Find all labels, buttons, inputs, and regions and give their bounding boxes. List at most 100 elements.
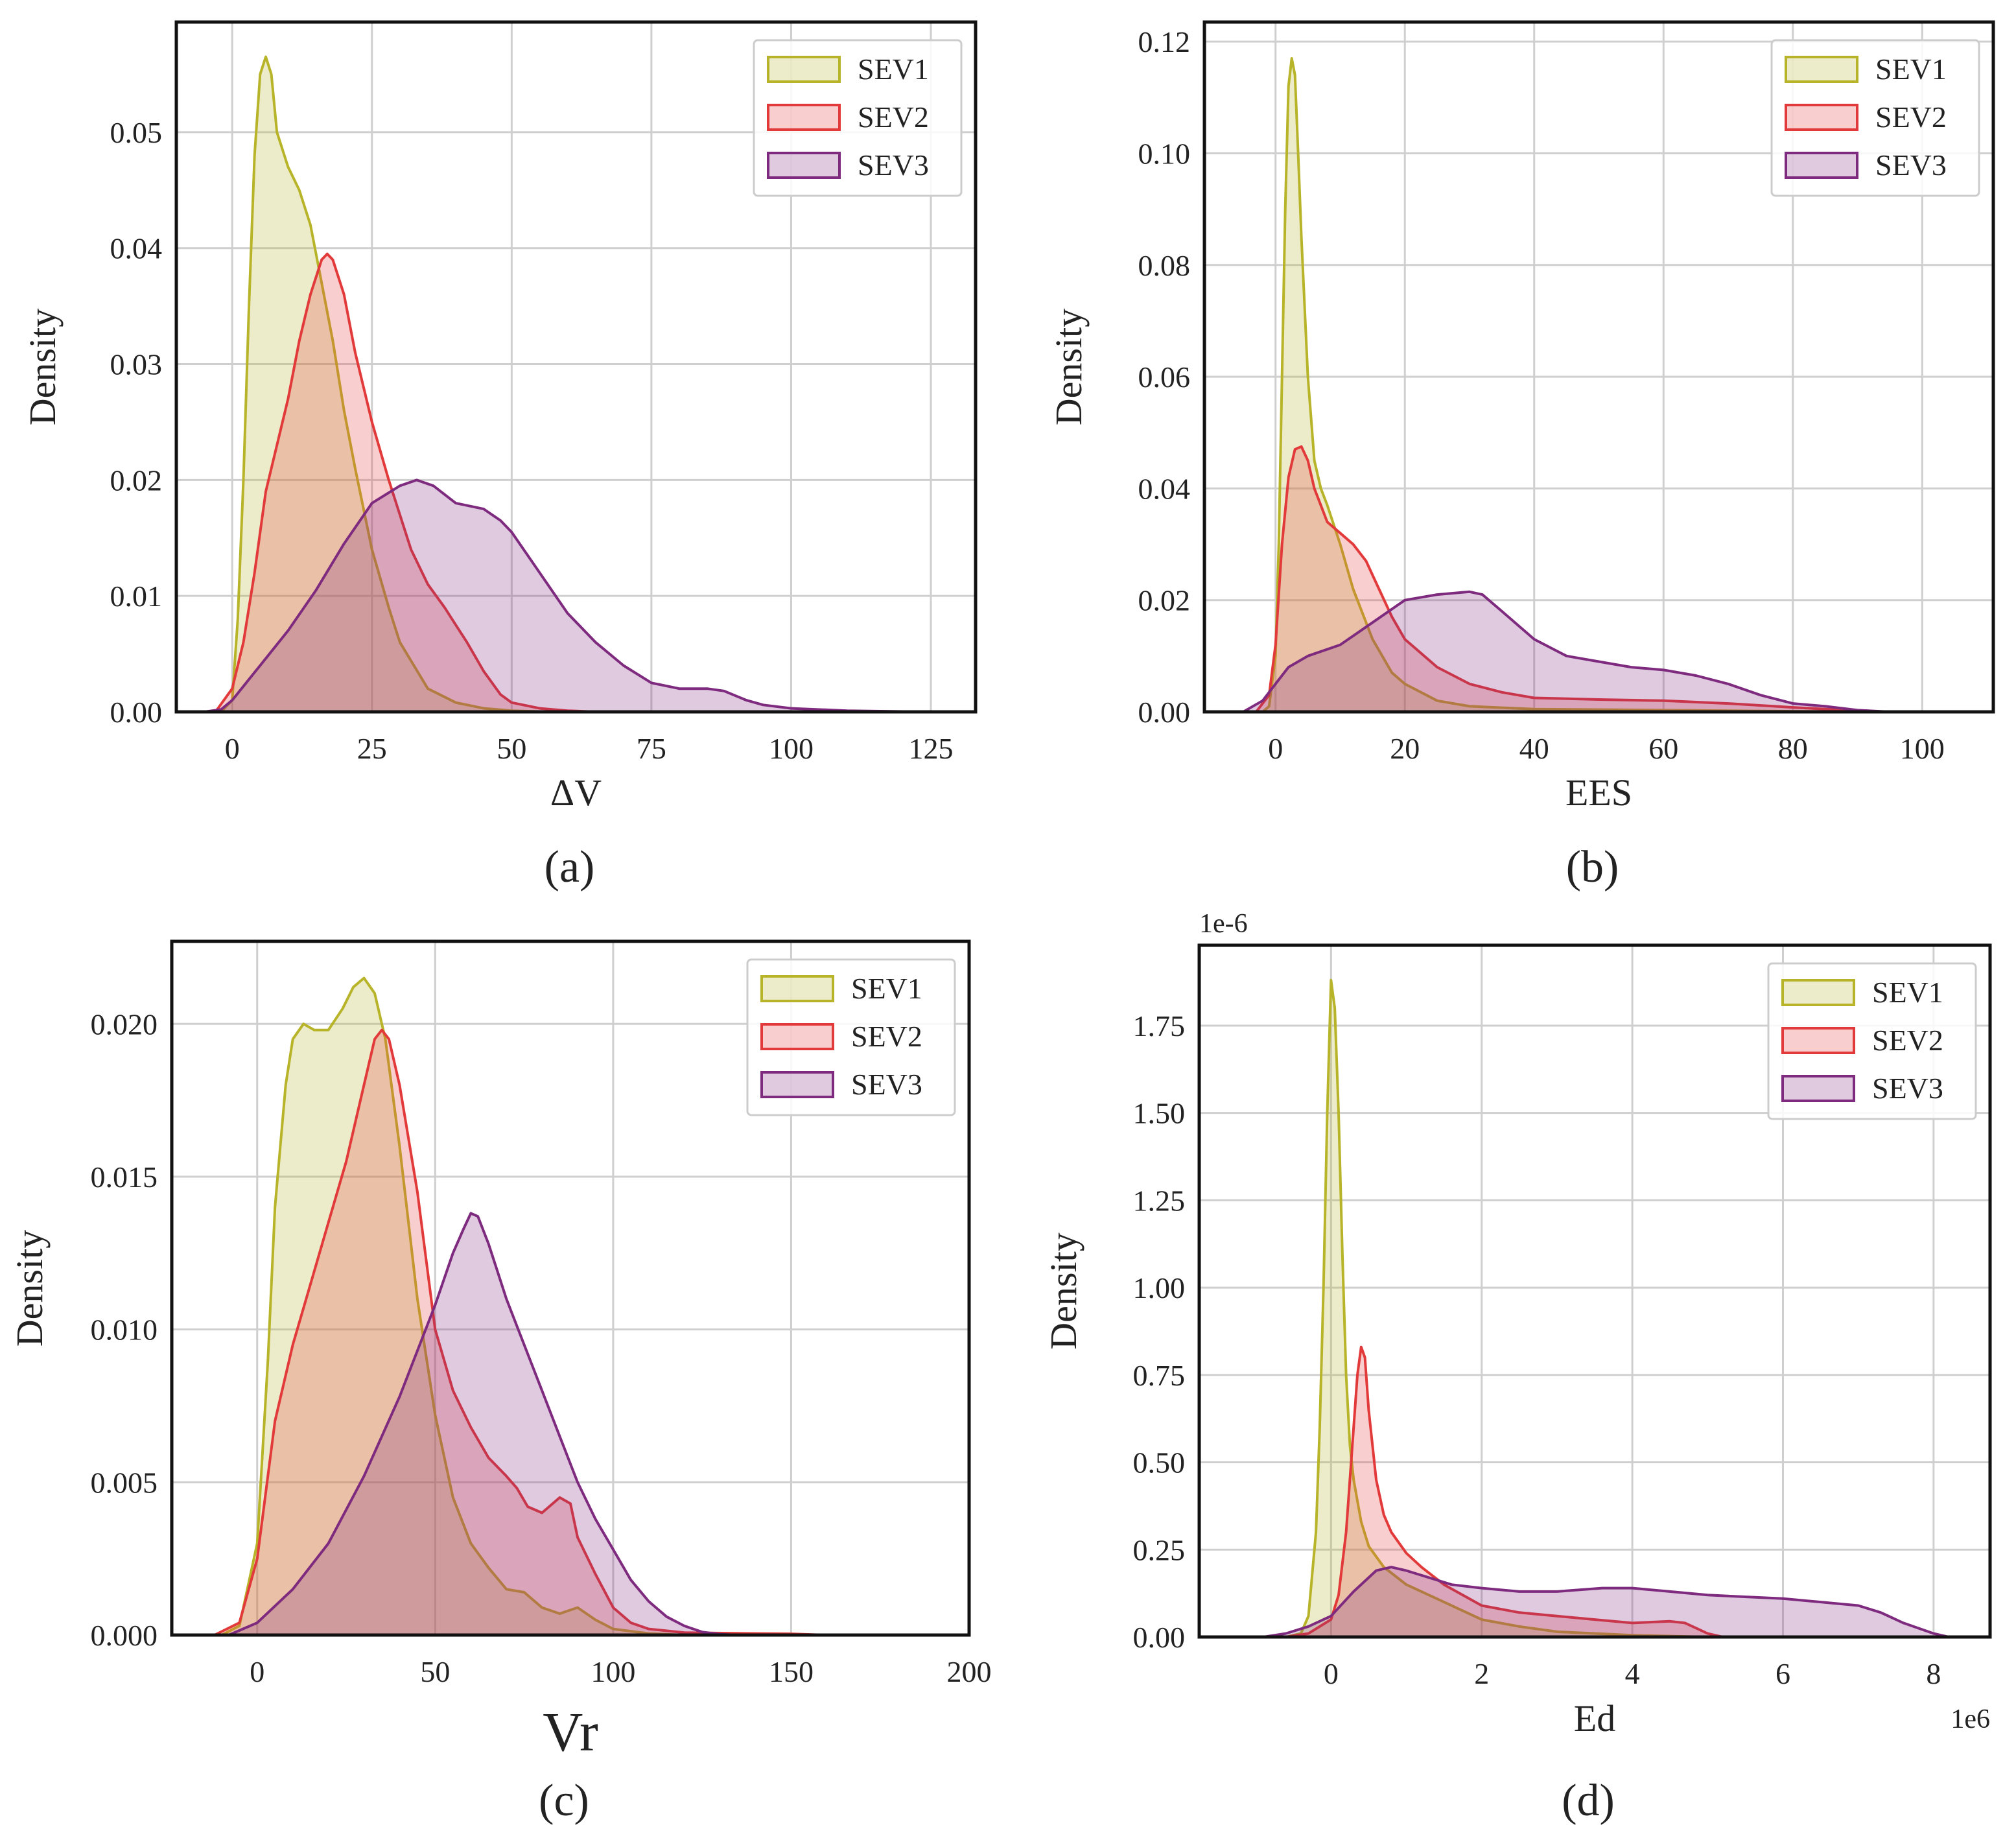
x-tick-label: 0	[250, 1655, 264, 1688]
y-offset-label: 1e-6	[1199, 909, 1248, 939]
legend-swatch-sev1	[1785, 56, 1858, 83]
x-tick-label: 200	[947, 1655, 992, 1688]
density-line-sev2	[214, 1028, 827, 1636]
density-area-sev3	[228, 1213, 738, 1635]
legend-label-sev1: SEV1	[1872, 976, 1943, 1009]
y-tick-label: 0.00	[1138, 696, 1191, 729]
y-tick-label: 0.08	[1138, 249, 1191, 282]
x-tick-label: 0	[225, 732, 240, 765]
y-tick-label: 1.25	[1133, 1184, 1186, 1217]
density-area-sev1	[1262, 58, 1923, 712]
y-tick-label: 0.04	[1138, 472, 1191, 505]
density-area-sev3	[1243, 591, 1890, 712]
chart-panel-a: 0 25 50 75 100 125 0.00 0.01 0.02 0.03 0.04 0.05 ΔV D…	[21, 20, 978, 892]
density-area-sev2	[1256, 446, 1890, 712]
y-tick-label: 0.000	[91, 1619, 158, 1652]
legend-box	[1767, 962, 1977, 1120]
x-tick-label: 60	[1648, 732, 1678, 765]
x-tick-label: 80	[1778, 732, 1808, 765]
y-tick-label: 0.02	[110, 464, 163, 497]
panel-label: (d)	[1562, 1776, 1615, 1825]
y-tick-label: 0.005	[91, 1466, 158, 1499]
legend-box	[746, 958, 956, 1116]
x-axis-label: ΔV	[550, 771, 602, 814]
x-tick-label: 0	[1268, 732, 1283, 765]
x-tick-label: 100	[1900, 732, 1945, 765]
legend-swatch-sev3	[1781, 1075, 1855, 1102]
density-line-sev2	[1255, 445, 1890, 713]
legend: SEV1 SEV2 SEV3	[753, 39, 963, 197]
legend-swatch-sev2	[1781, 1027, 1855, 1054]
legend-label-sev3: SEV3	[858, 148, 929, 182]
x-axis-label: Ed	[1574, 1697, 1615, 1739]
chart-panel-b: 0 20 40 60 80 100 0.00 0.02 0.04 0.06 0.08 0.10 0.12…	[1048, 20, 1995, 892]
density-area-sev3	[204, 480, 932, 712]
density-area-sev1	[1285, 980, 1708, 1637]
y-tick-label: 0.04	[110, 232, 163, 265]
panel-label: (b)	[1566, 842, 1619, 892]
density-line-sev3	[204, 478, 932, 713]
legend: SEV1 SEV2 SEV3	[1770, 39, 1980, 197]
y-tick-label: 0.02	[1138, 584, 1191, 617]
y-tick-label: 1.00	[1133, 1271, 1186, 1304]
legend-label-sev1: SEV1	[1875, 53, 1947, 86]
plot-frame	[174, 20, 978, 714]
legend-swatch-sev3	[767, 152, 841, 179]
x-tick-label: 50	[497, 732, 526, 765]
density-line-sev1	[220, 55, 568, 713]
y-axis-label: Density	[21, 309, 64, 425]
y-tick-label: 1.50	[1133, 1097, 1186, 1130]
y-tick-label: 0.12	[1138, 25, 1191, 58]
legend-label-sev3: SEV3	[1872, 1072, 1943, 1105]
legend-swatch-sev1	[760, 975, 834, 1002]
x-tick-label: 2	[1474, 1657, 1489, 1690]
legend-swatch-sev2	[760, 1023, 834, 1050]
plot-frame	[1197, 943, 1992, 1639]
plot-frame	[1202, 20, 1995, 714]
y-tick-label: 0.75	[1133, 1359, 1186, 1392]
legend-label-sev3: SEV3	[851, 1068, 922, 1101]
density-area-sev2	[214, 1030, 827, 1635]
x-tick-label: 0	[1324, 1657, 1339, 1690]
density-line-sev2	[214, 252, 596, 713]
y-axis-label: Density	[1048, 309, 1090, 425]
density-line-sev1	[220, 976, 685, 1636]
x-tick-label: 75	[637, 732, 666, 765]
x-tick-label: 20	[1390, 732, 1420, 765]
panel-label: (c)	[539, 1776, 589, 1825]
legend-label-sev2: SEV2	[1872, 1024, 1943, 1057]
legend-label-sev2: SEV2	[1875, 100, 1947, 134]
y-axis-label: Density	[1042, 1232, 1084, 1349]
y-tick-label: 0.010	[91, 1313, 158, 1347]
chart-panel-c: 0 50 100 150 200 0.000 0.005 0.010 0.015 0.020 Vr D…	[8, 939, 992, 1825]
legend-label-sev1: SEV1	[858, 53, 929, 86]
y-tick-label: 0.01	[110, 580, 163, 613]
x-axis-label: EES	[1565, 771, 1632, 814]
legend-label-sev1: SEV1	[851, 972, 922, 1005]
y-tick-label: 1.75	[1133, 1009, 1186, 1042]
y-tick-label: 0.020	[91, 1007, 158, 1041]
y-tick-label: 0.03	[110, 348, 163, 381]
legend-label-sev2: SEV2	[858, 100, 929, 134]
density-line-sev3	[228, 1212, 738, 1636]
x-tick-label: 40	[1519, 732, 1549, 765]
legend-swatch-sev1	[767, 56, 841, 83]
x-tick-label: 100	[591, 1655, 635, 1688]
x-axis-label: Vr	[543, 1701, 598, 1763]
density-area-sev3	[1263, 1567, 1949, 1637]
y-tick-label: 0.015	[91, 1160, 158, 1194]
x-tick-label: 125	[909, 732, 954, 765]
y-tick-label: 0.00	[1133, 1621, 1186, 1654]
legend-box	[1770, 39, 1980, 197]
density-area-sev1	[221, 978, 685, 1635]
density-line-sev3	[1242, 590, 1890, 713]
x-tick-label: 150	[769, 1655, 814, 1688]
legend-label-sev3: SEV3	[1875, 148, 1947, 182]
x-tick-label: 4	[1625, 1657, 1640, 1690]
legend-swatch-sev3	[1785, 152, 1858, 179]
legend-swatch-sev3	[760, 1071, 834, 1098]
x-tick-label: 8	[1926, 1657, 1941, 1690]
x-tick-label: 25	[357, 732, 387, 765]
panel-label: (a)	[545, 842, 595, 892]
